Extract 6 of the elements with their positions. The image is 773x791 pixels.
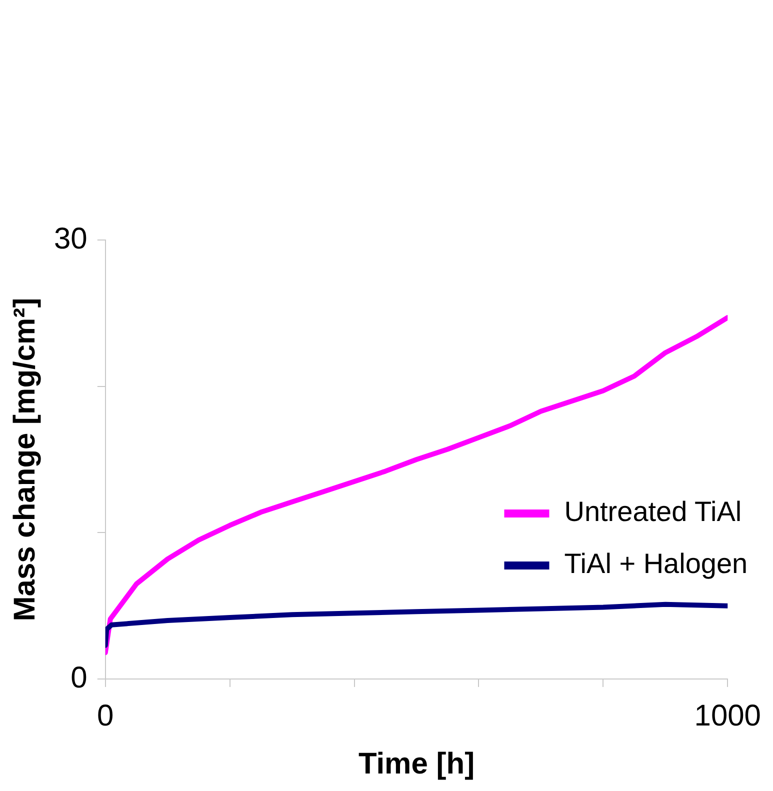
y-axis-title: Mass change [mg/cm²] [8,298,42,622]
legend-label: Untreated TiAl [564,496,742,528]
y-tick-label: 30 [54,222,88,256]
x-axis-title: Time [h] [358,747,475,780]
x-tick-label: 1000 [694,699,762,732]
legend-label: TiAl + Halogen [564,548,748,580]
